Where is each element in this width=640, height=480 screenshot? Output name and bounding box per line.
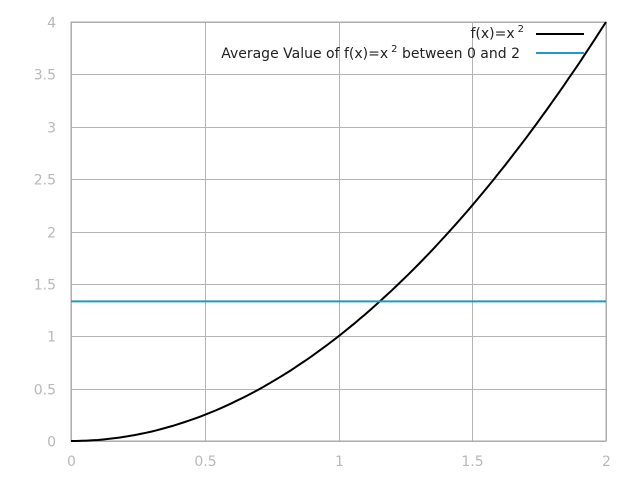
x-axis-ticks: 0 0.5 1 1.5 2 (67, 454, 611, 470)
y-tick-label: 2.5 (34, 173, 56, 189)
legend: f(x)=x 2 Average Value of f(x)=x 2 between… (221, 24, 584, 62)
x-tick-label: 1 (335, 454, 344, 470)
series-line-fx (71, 21, 607, 442)
y-tick-label: 4 (47, 16, 56, 32)
x-tick-label: 0 (67, 454, 76, 470)
y-tick-label: 0.5 (34, 383, 56, 399)
y-tick-label: 1.5 (34, 278, 56, 294)
grid-lines (71, 22, 607, 442)
x-tick-label: 2 (602, 454, 611, 470)
y-tick-label: 0 (47, 435, 56, 451)
series-lines (71, 21, 607, 442)
x-tick-label: 1.5 (461, 454, 483, 470)
legend-label-series-1: f(x)=x 2 (470, 24, 524, 42)
legend-label-series-2: Average Value of f(x)=x 2 between 0 and 2 (221, 44, 520, 62)
plot-border (70, 21, 607, 442)
y-tick-label: 1 (47, 330, 56, 346)
y-tick-label: 3.5 (34, 68, 56, 84)
x-tick-label: 0.5 (194, 454, 216, 470)
y-tick-label: 3 (47, 121, 56, 137)
y-axis-ticks: 0 0.5 1 1.5 2 2.5 3 3.5 4 (34, 16, 56, 451)
y-tick-label: 2 (47, 226, 56, 242)
